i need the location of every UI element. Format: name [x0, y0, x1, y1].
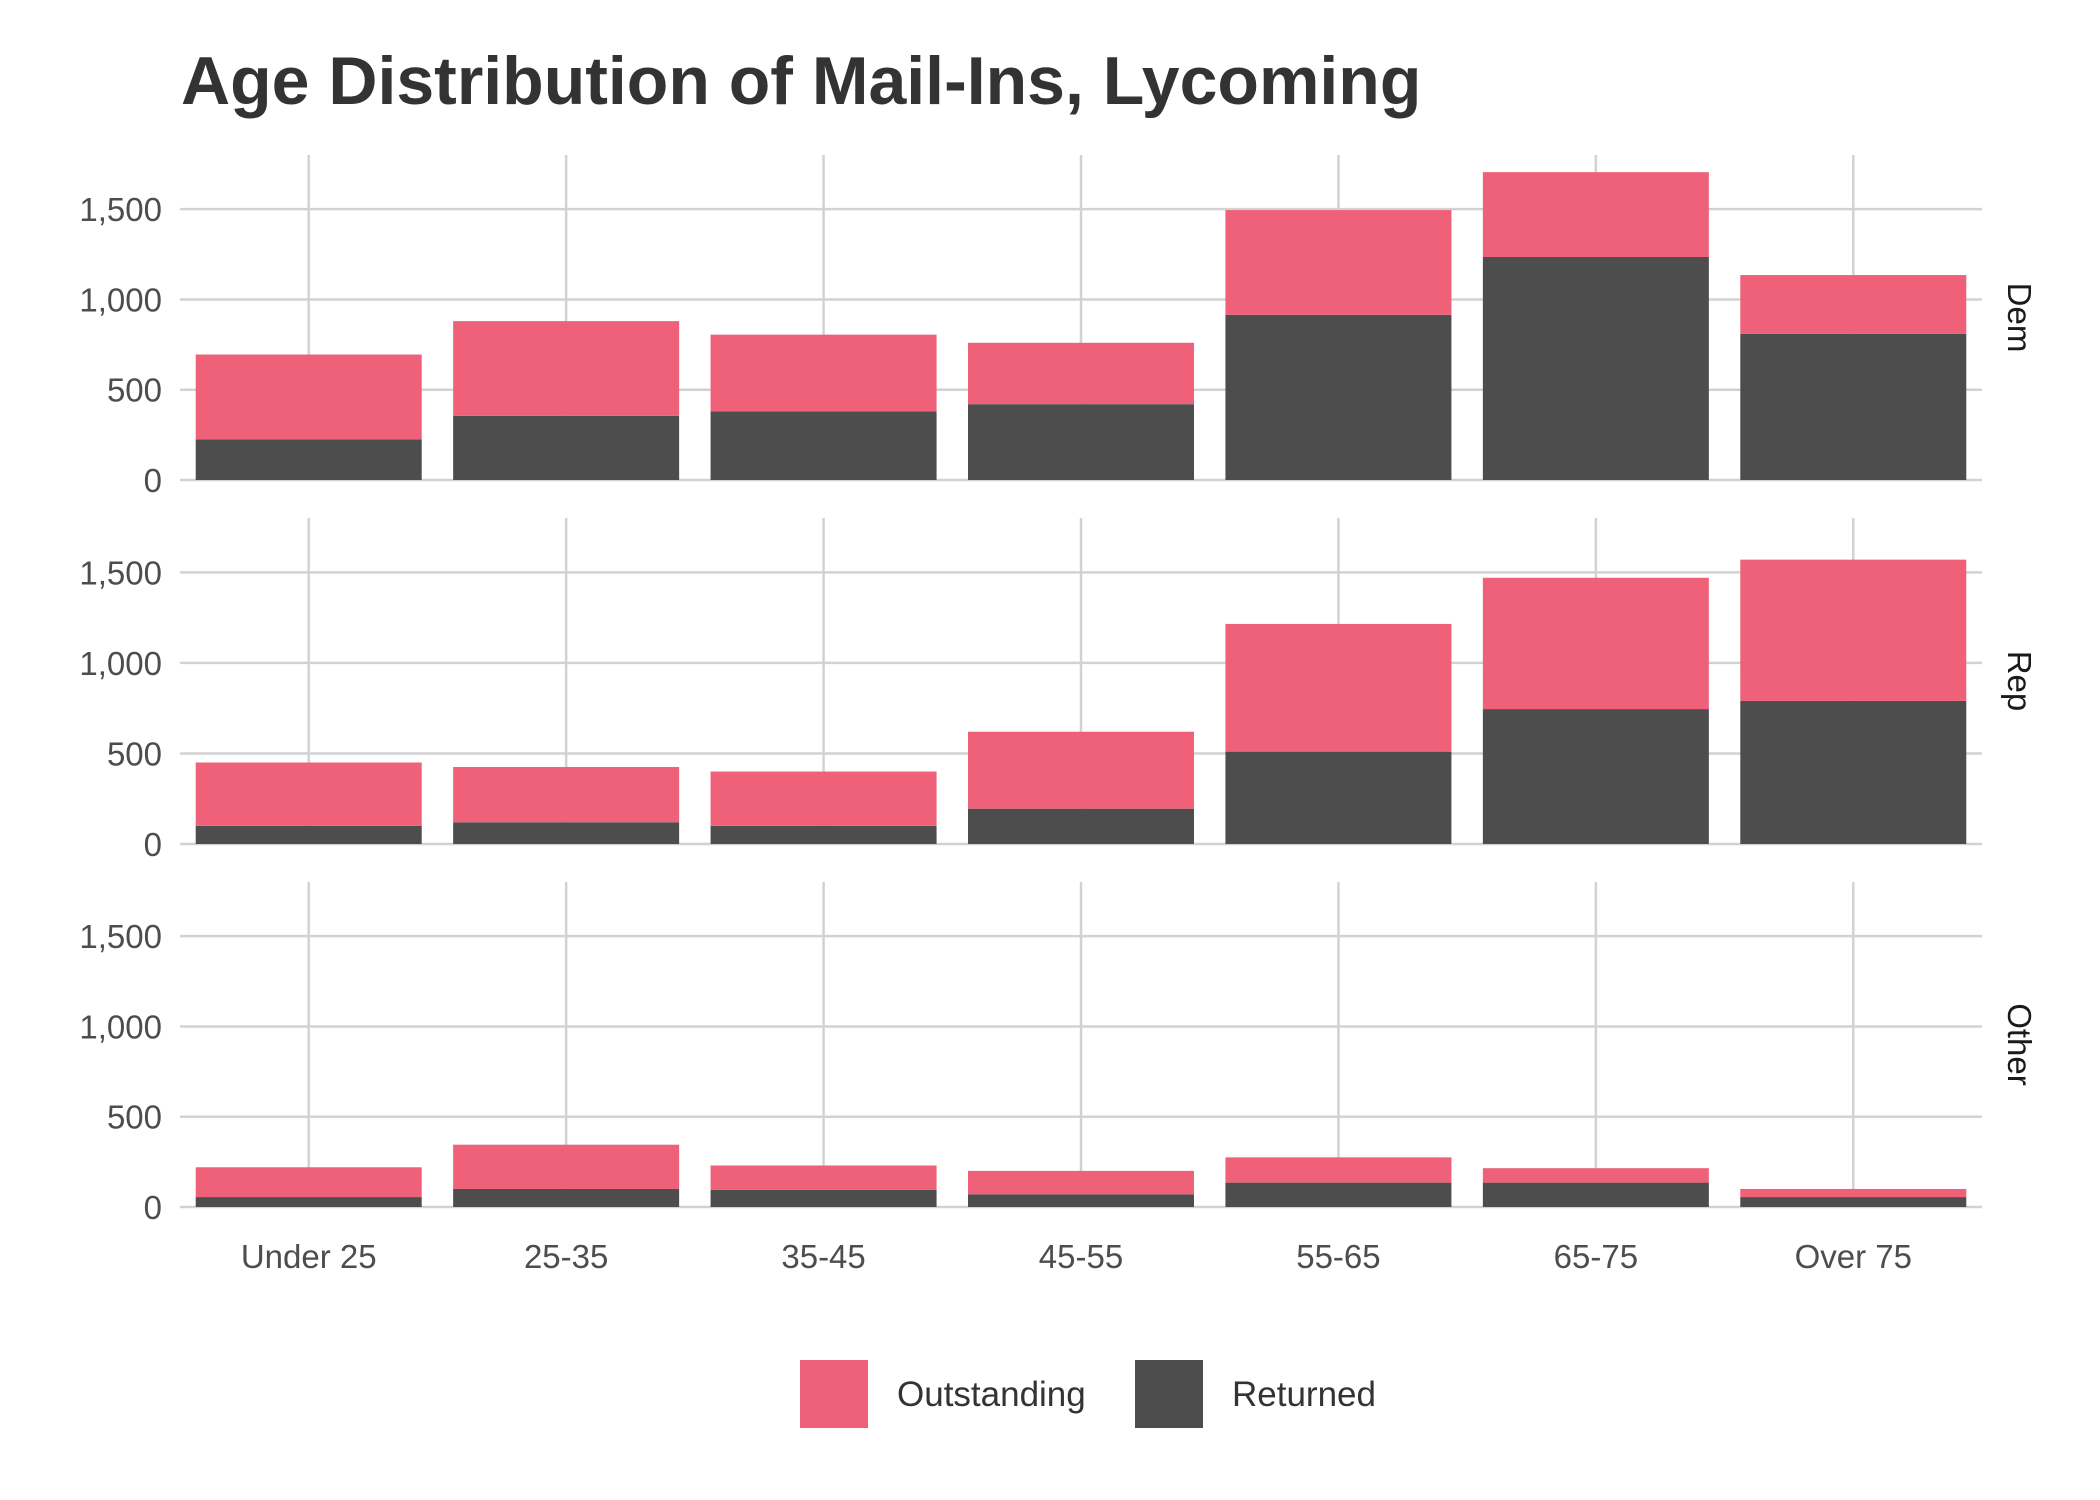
y-tick-label: 1,500: [79, 918, 162, 955]
legend-label-returned: Returned: [1232, 1375, 1376, 1414]
x-tick-label: 35-45: [781, 1238, 865, 1275]
y-tick-label: 1,000: [79, 281, 162, 318]
bar-other-25-35-returned: [453, 1188, 680, 1207]
bar-rep-55-65-returned: [1225, 751, 1452, 844]
bar-other-over-75-returned: [1740, 1197, 1967, 1207]
bar-dem-under-25-returned: [195, 439, 422, 480]
bar-other-55-65-returned: [1225, 1182, 1452, 1207]
facet-panel-other: 0 500 1,000 1,500: [79, 882, 1982, 1226]
bar-dem-over-75-returned: [1740, 333, 1967, 480]
bar-other-35-45-outstanding: [710, 1165, 937, 1190]
bar-other-under-25-outstanding: [195, 1167, 422, 1198]
x-tick-label: Under 25: [241, 1238, 377, 1275]
y-tick-label: 500: [107, 1099, 162, 1136]
x-tick-label: 65-75: [1554, 1238, 1638, 1275]
bar-rep-45-55-outstanding: [968, 731, 1194, 809]
y-tick-label: 500: [107, 372, 162, 409]
bar-rep-over-75-outstanding: [1740, 559, 1967, 701]
bar-other-25-35-outstanding: [453, 1144, 680, 1189]
bar-rep-under-25-returned: [195, 825, 422, 844]
legend-key-outstanding: [800, 1360, 868, 1428]
bar-rep-35-45-returned: [710, 825, 937, 844]
x-tick-label: Over 75: [1795, 1238, 1912, 1275]
facet-panel-rep: 0 500 1,000 1,500: [79, 518, 1982, 863]
facet-strip-label: Dem: [2001, 283, 2038, 353]
bar-dem-55-65-returned: [1225, 314, 1452, 480]
bar-dem-25-35-returned: [453, 415, 680, 480]
bar-rep-25-35-returned: [453, 822, 680, 844]
bar-dem-55-65-outstanding: [1225, 210, 1452, 315]
bar-other-45-55-outstanding: [968, 1170, 1194, 1195]
x-tick-label: 25-35: [524, 1238, 608, 1275]
bar-rep-under-25-outstanding: [195, 762, 422, 826]
bar-dem-65-75-returned: [1482, 257, 1709, 480]
legend-key-returned: [1135, 1360, 1203, 1428]
x-tick-label: 45-55: [1039, 1238, 1123, 1275]
y-tick-label: 0: [144, 462, 162, 499]
y-tick-label: 1,000: [79, 645, 162, 682]
bar-other-35-45-returned: [710, 1189, 937, 1207]
bar-rep-55-65-outstanding: [1225, 623, 1452, 752]
facet-panel-dem: 0 500 1,000 1,500: [79, 155, 1982, 499]
bar-rep-45-55-returned: [968, 808, 1194, 844]
legend-label-outstanding: Outstanding: [897, 1375, 1086, 1414]
y-tick-label: 1,000: [79, 1008, 162, 1045]
legend: Outstanding Returned: [800, 1360, 1376, 1428]
bar-rep-25-35-outstanding: [453, 767, 680, 823]
bar-dem-35-45-outstanding: [710, 334, 937, 412]
bar-dem-45-55-returned: [968, 404, 1194, 480]
bar-other-over-75-outstanding: [1740, 1188, 1967, 1198]
bar-rep-65-75-outstanding: [1482, 577, 1709, 710]
y-tick-label: 0: [144, 826, 162, 863]
bar-other-under-25-returned: [195, 1197, 422, 1207]
bar-other-45-55-returned: [968, 1194, 1194, 1207]
y-tick-label: 1,500: [79, 191, 162, 228]
chart-title: Age Distribution of Mail-Ins, Lycoming: [181, 43, 1422, 119]
bar-dem-under-25-outstanding: [195, 354, 422, 440]
bar-dem-over-75-outstanding: [1740, 275, 1967, 334]
bar-rep-over-75-returned: [1740, 700, 1967, 844]
y-tick-label: 1,500: [79, 554, 162, 591]
facet-strip-label: Rep: [2001, 651, 2038, 712]
bar-rep-35-45-outstanding: [710, 771, 937, 826]
bar-other-65-75-returned: [1482, 1182, 1709, 1207]
x-tick-label: 55-65: [1296, 1238, 1380, 1275]
bar-rep-65-75-returned: [1482, 709, 1709, 844]
bar-dem-45-55-outstanding: [968, 342, 1194, 405]
bar-other-65-75-outstanding: [1482, 1168, 1709, 1183]
y-tick-label: 0: [144, 1189, 162, 1226]
y-tick-label: 500: [107, 735, 162, 772]
bar-other-55-65-outstanding: [1225, 1157, 1452, 1183]
facet-strip-label: Other: [2001, 1003, 2038, 1086]
bar-dem-25-35-outstanding: [453, 321, 680, 416]
bar-dem-35-45-returned: [710, 411, 937, 480]
bar-dem-65-75-outstanding: [1482, 172, 1709, 258]
